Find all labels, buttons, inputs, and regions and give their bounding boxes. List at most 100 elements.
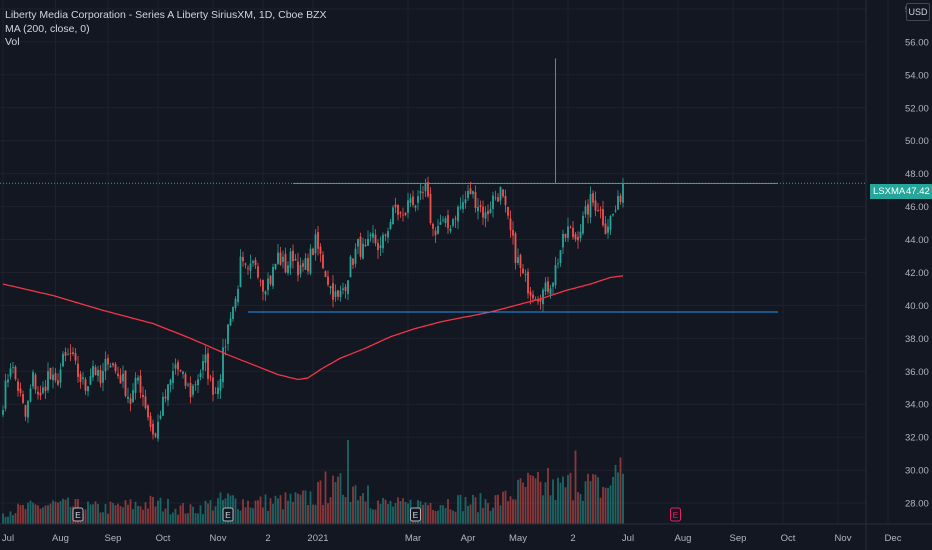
volume-bar [574, 450, 577, 524]
volume-bar [142, 509, 144, 524]
candle-body [89, 376, 92, 385]
candle-body [449, 228, 452, 232]
ma-indicator-label[interactable]: MA (200, close, 0) [5, 22, 90, 35]
price-tick-label: 36.00 [905, 367, 929, 378]
candle-body [74, 353, 77, 361]
grid-lines [0, 0, 889, 524]
candle-body [179, 369, 182, 372]
volume-bar [102, 512, 104, 524]
candle-body [234, 298, 237, 308]
candle-body [47, 371, 49, 391]
last-price-tag: LSXMA 47.42 [870, 184, 932, 199]
volume-bar [9, 511, 12, 524]
price-tick-label: 34.00 [905, 400, 929, 411]
candle-body [412, 196, 414, 205]
volume-bar [217, 498, 219, 524]
price-tick-label: 42.00 [905, 268, 929, 279]
volume-bar [484, 499, 487, 524]
candle-body [199, 373, 202, 377]
volume-bar [137, 505, 139, 524]
candle-body [314, 234, 317, 254]
candle-body [249, 263, 252, 271]
candle-body [404, 212, 407, 216]
candle-body [112, 363, 114, 366]
time-tick-label: 2021 [307, 533, 328, 544]
earnings-marker: E [72, 507, 84, 522]
volume-bar [209, 499, 212, 524]
volume-bar [14, 513, 17, 524]
volume-bar [262, 507, 264, 524]
candle-body [219, 378, 222, 391]
candle-body [182, 371, 184, 374]
candle-body [482, 206, 484, 218]
candle-body [107, 357, 109, 365]
earnings-marker: E [222, 507, 234, 522]
candle-body [417, 196, 419, 203]
candle-body [169, 379, 172, 385]
volume-bar [362, 493, 364, 524]
candle-body [259, 280, 262, 282]
symbol-title[interactable]: Liberty Media Corporation - Series A Lib… [5, 9, 327, 21]
volume-bar [572, 500, 574, 524]
currency-button[interactable]: USD [906, 3, 930, 21]
volume-bar [489, 510, 492, 524]
volume-bar [432, 509, 434, 524]
volume-bar [162, 511, 164, 524]
volume-bar [359, 496, 362, 524]
candle-body [307, 258, 309, 272]
candle-body [549, 288, 552, 295]
candle-body [607, 226, 609, 233]
volume-bar [297, 493, 299, 524]
volume-bar [129, 499, 132, 524]
volume-bar [212, 510, 214, 524]
candle-body [287, 265, 289, 274]
volume-bar [367, 485, 369, 524]
candle-body [494, 197, 497, 199]
candle-body [232, 307, 234, 320]
candle-body [552, 282, 554, 287]
volume-bar [294, 492, 297, 524]
candle-body [462, 202, 464, 210]
candle-body [442, 219, 444, 221]
volume-bar [602, 487, 604, 524]
candle-body [27, 400, 29, 418]
candle-body [117, 373, 119, 377]
volume-bar [322, 504, 324, 524]
candle-body [59, 369, 62, 383]
volume-bar [154, 506, 157, 524]
candle-body [492, 195, 494, 209]
volume-bar [527, 472, 529, 524]
candle-body [292, 250, 294, 262]
candle-body [562, 233, 564, 248]
volume-bar [332, 475, 334, 524]
volume-bar [109, 501, 112, 524]
volume-indicator-label[interactable]: Vol [5, 36, 20, 48]
volume-bar [424, 502, 427, 524]
volume-bar [597, 477, 599, 524]
candle-body [427, 182, 429, 197]
volume-bar [514, 499, 517, 524]
candle-body [102, 370, 104, 383]
candle-body [539, 299, 542, 302]
candle-body [617, 196, 619, 210]
candle-body [139, 375, 142, 393]
volume-bar [299, 494, 302, 524]
volume-bar [87, 501, 89, 524]
candle-body [124, 370, 127, 396]
candle-body [77, 363, 79, 377]
volume-bar [374, 509, 377, 524]
volume-bar [479, 493, 482, 524]
volume-bar [292, 501, 294, 524]
volume-bar [219, 492, 222, 524]
candle-body [394, 204, 397, 208]
volume-bar [202, 514, 204, 524]
candle-body [252, 261, 254, 264]
candle-body [17, 381, 19, 391]
volume-bar [59, 501, 62, 524]
volume-bar [392, 506, 394, 524]
volume-bar [234, 498, 237, 524]
volume-bar [364, 501, 367, 524]
candle-body [452, 219, 454, 226]
volume-bar [437, 510, 439, 524]
